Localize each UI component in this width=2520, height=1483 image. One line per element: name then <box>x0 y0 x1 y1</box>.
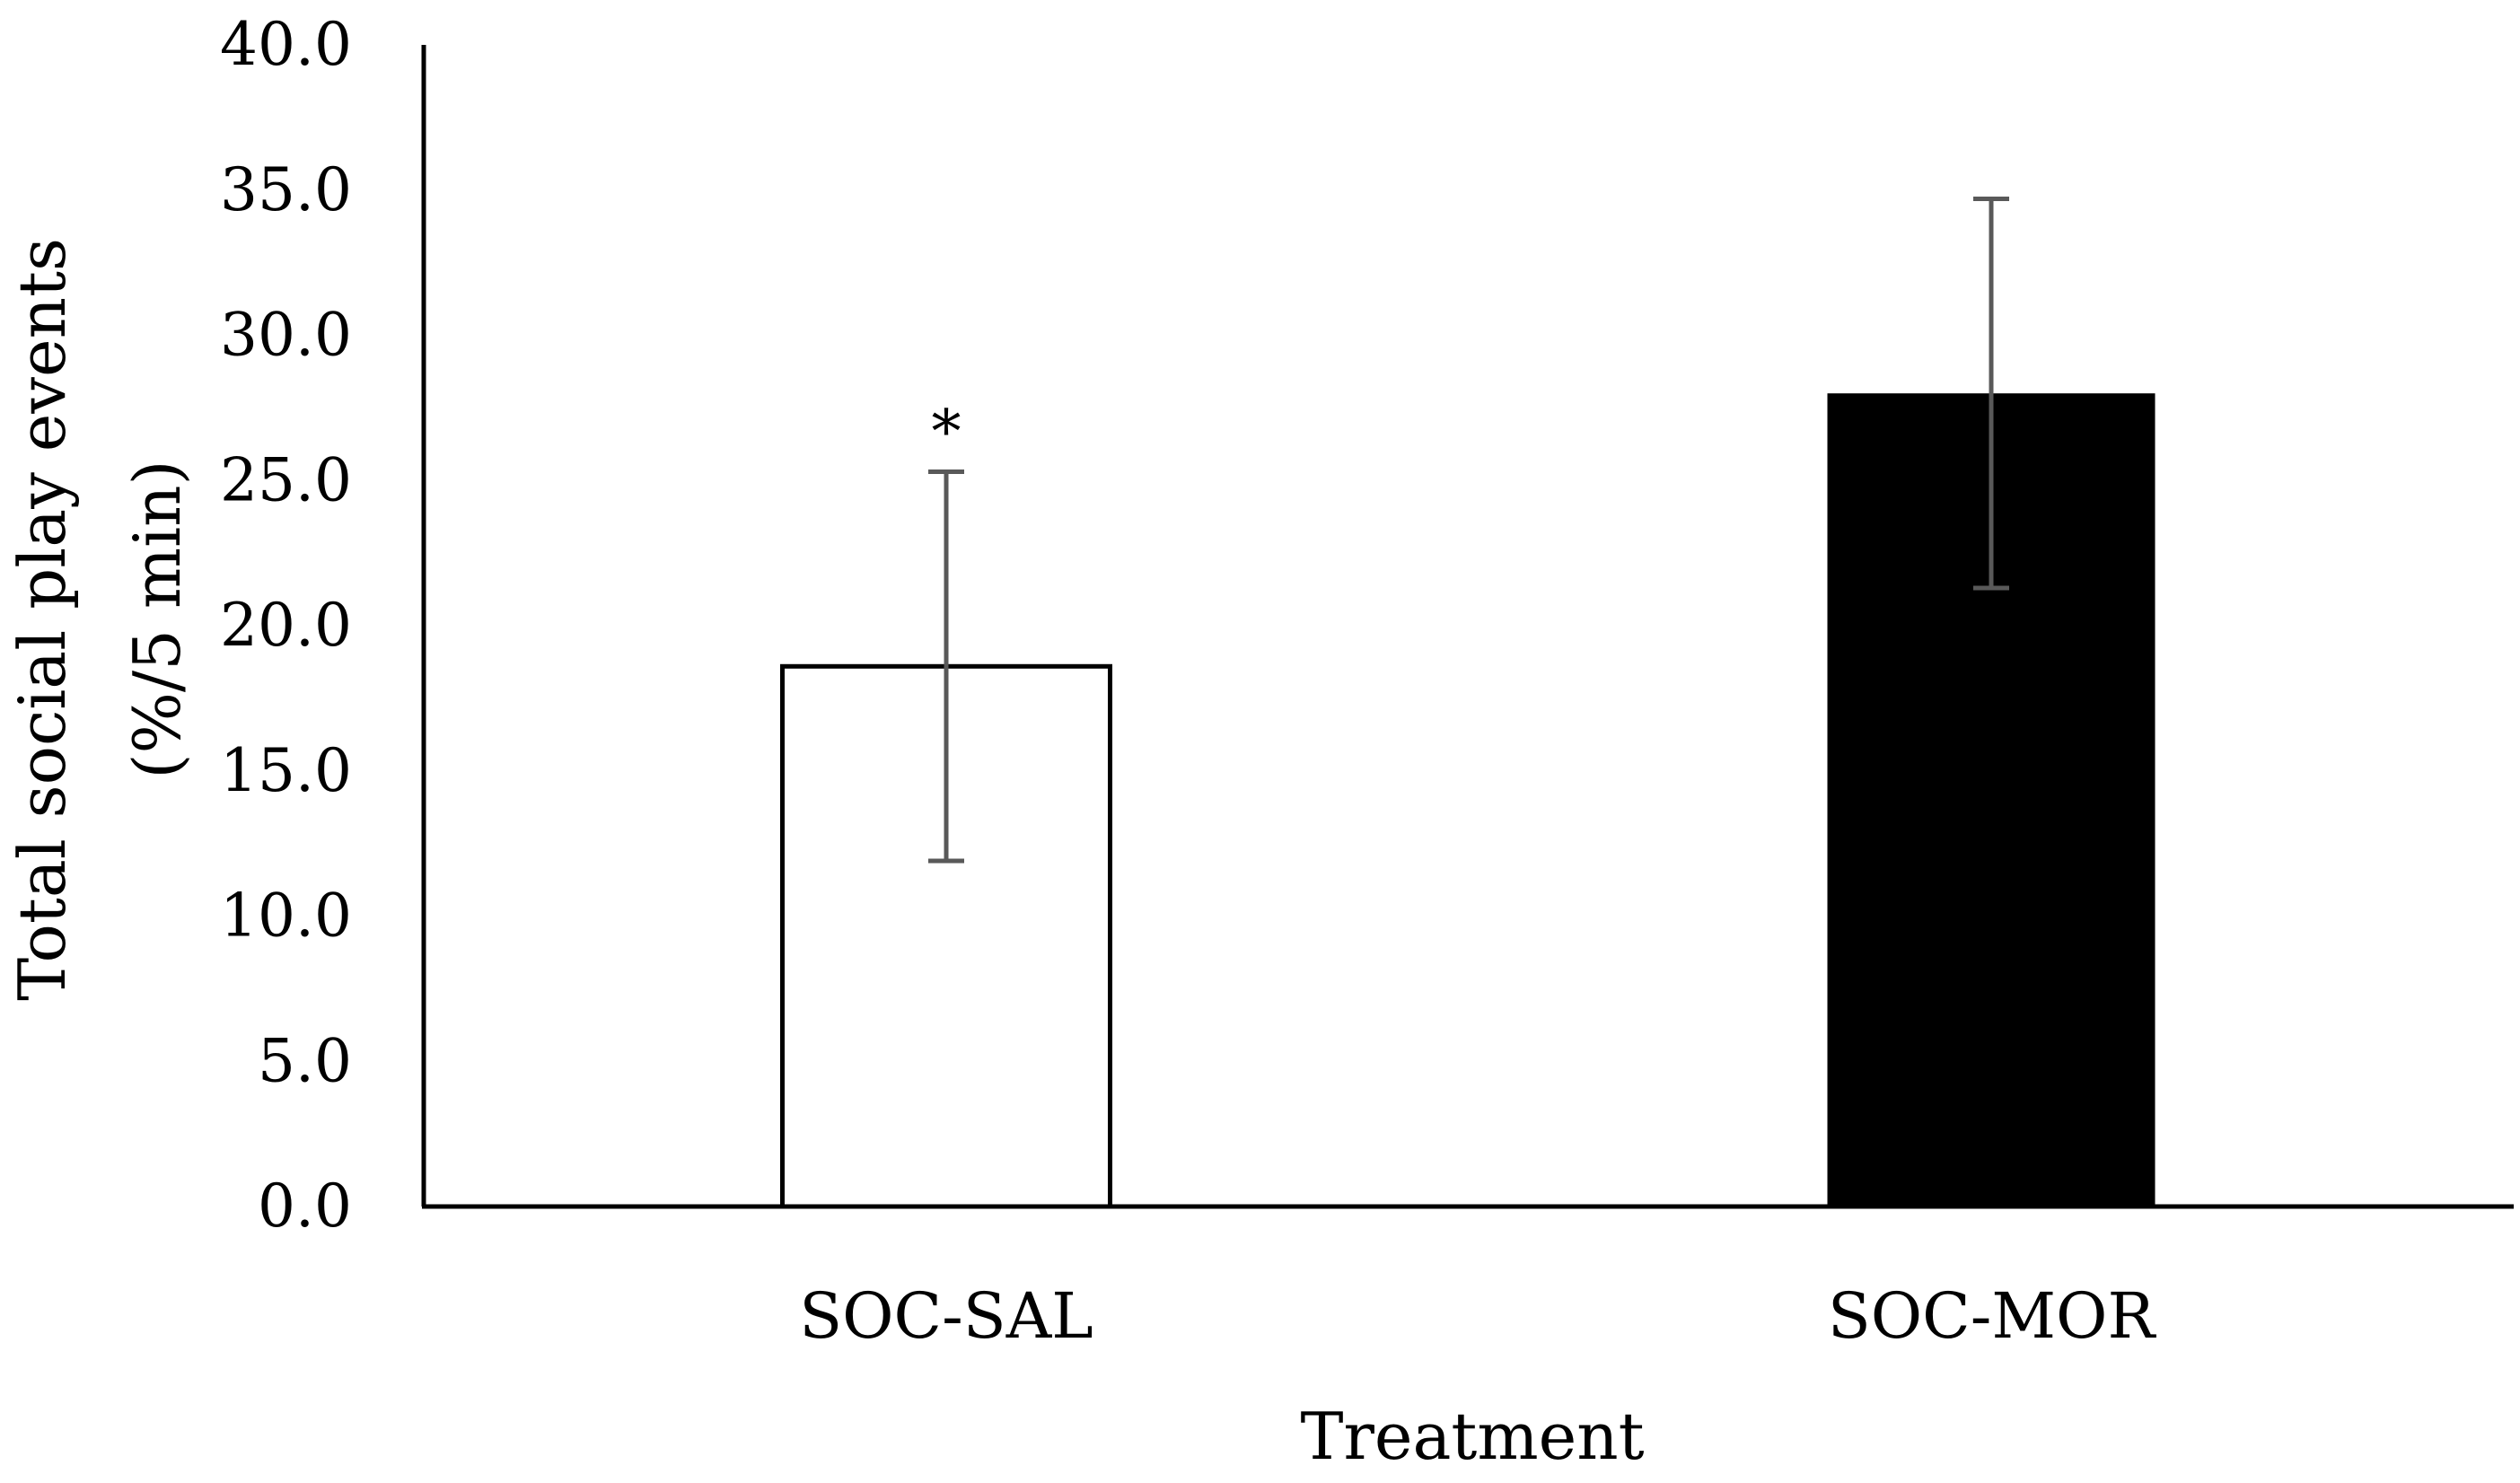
y-tick-labels: 0.0 5.0 10.0 15.0 20.0 25.0 30.0 35.0 40.0 <box>220 10 352 1241</box>
x-tick-labels: SOC-SAL SOC-MOR <box>799 1279 2156 1353</box>
annotations: * <box>932 398 961 467</box>
axes <box>421 45 2514 1209</box>
x-tick-label: SOC-MOR <box>1828 1279 2157 1353</box>
y-axis-title-line-1: Total social play events <box>4 238 80 1001</box>
significance-asterisk: * <box>932 398 961 467</box>
y-tick-label: 35.0 <box>220 155 352 224</box>
error-bar-soc-sal <box>928 469 964 864</box>
y-tick-label: 25.0 <box>220 445 352 514</box>
y-axis-title-line-2: (%/5 min) <box>119 460 195 778</box>
y-tick-label: 40.0 <box>220 10 352 79</box>
y-tick-label: 0.0 <box>258 1171 352 1241</box>
y-tick-label: 30.0 <box>220 301 352 370</box>
y-tick-label: 15.0 <box>220 736 352 805</box>
y-tick-label: 5.0 <box>258 1026 352 1095</box>
y-tick-label: 20.0 <box>220 591 352 660</box>
x-axis-title: Treatment <box>1300 1399 1644 1474</box>
error-bars <box>928 196 2009 864</box>
y-axis-title: Total social play events (%/5 min) <box>4 238 195 1001</box>
x-tick-label: SOC-SAL <box>799 1279 1093 1353</box>
bars <box>780 393 2156 1209</box>
error-bar-soc-mor <box>1973 196 2009 591</box>
y-tick-label: 10.0 <box>220 882 352 951</box>
